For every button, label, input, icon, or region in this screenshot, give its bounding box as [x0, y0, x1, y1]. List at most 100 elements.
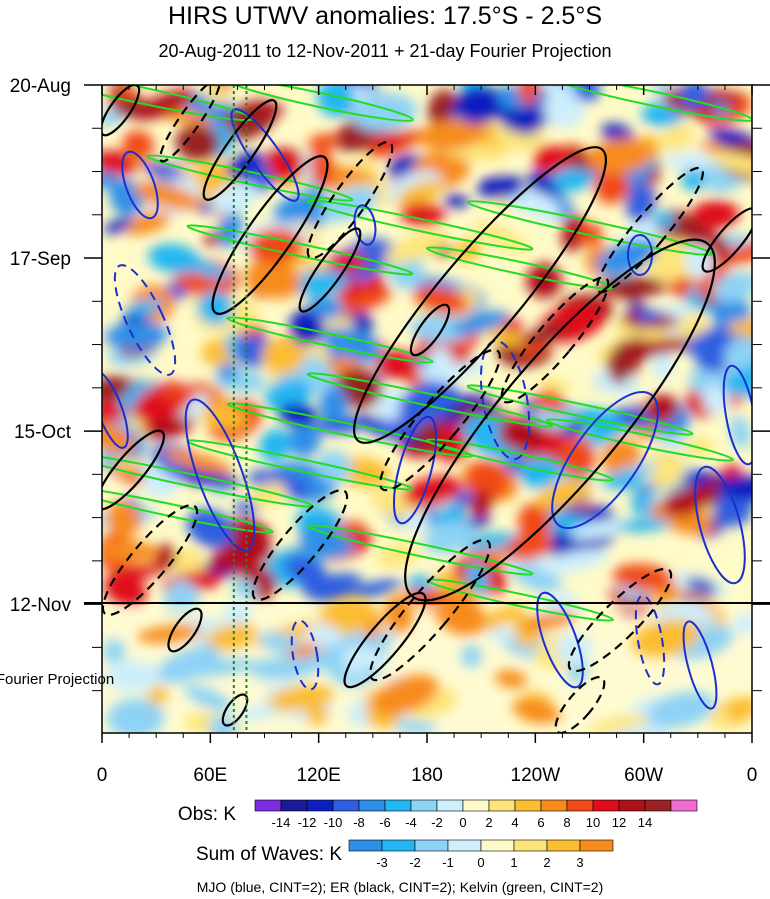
obs-colorbar-swatch	[592, 799, 620, 812]
er-contour	[251, 489, 349, 601]
mjo-contour	[682, 620, 718, 710]
anomaly-blob	[498, 109, 539, 135]
waves-colorbar-label: -1	[442, 855, 454, 870]
mjo-contour	[392, 415, 438, 525]
x-tick-label: 60W	[624, 765, 663, 786]
anomaly-blob	[184, 685, 232, 712]
obs-colorbar-title: Obs: K	[178, 804, 236, 825]
anomaly-blob	[587, 714, 652, 733]
projection-anomaly-field	[102, 590, 752, 733]
obs-colorbar-label: 2	[485, 815, 492, 830]
waves-colorbar-swatch	[546, 839, 581, 852]
mjo-contour	[290, 619, 320, 691]
anomaly-blob	[716, 475, 752, 501]
anomaly-blob	[712, 271, 752, 303]
anomaly-blob	[396, 180, 443, 207]
kelvin-contour	[146, 154, 354, 202]
mjo-contour	[551, 390, 659, 530]
obs-colorbar-swatch	[618, 799, 646, 812]
anomaly-blob	[102, 172, 122, 189]
anomaly-blob	[512, 564, 563, 593]
anomaly-blob	[647, 691, 716, 729]
kelvin-contour	[306, 524, 534, 576]
anomaly-blob	[102, 540, 160, 563]
anomaly-blob	[102, 639, 126, 663]
anomaly-blob	[443, 590, 477, 619]
er-contour	[202, 99, 278, 201]
anomaly-blob	[719, 363, 752, 390]
kelvin-contour	[546, 85, 752, 122]
anomaly-blob	[595, 239, 659, 275]
anomaly-blob	[102, 150, 139, 176]
anomaly-blob	[192, 643, 221, 676]
anomaly-blob	[679, 85, 709, 109]
anomaly-blob	[443, 194, 470, 208]
anomaly-blob	[625, 184, 655, 222]
waves-colorbar-label: 2	[543, 855, 550, 870]
er-contour	[159, 85, 221, 163]
kelvin-contour	[546, 418, 734, 462]
anomaly-blob	[107, 698, 165, 733]
anomaly-blob	[186, 508, 235, 549]
obs-colorbar-label: -2	[431, 815, 443, 830]
kelvin-contour	[226, 85, 414, 122]
anomaly-blob	[511, 699, 561, 724]
waves-colorbar-label: -2	[409, 855, 421, 870]
waves-colorbar-swatch	[447, 839, 482, 852]
anomaly-blob	[517, 502, 552, 541]
obs-colorbar-label: -14	[272, 815, 291, 830]
obs-colorbar-swatch	[540, 799, 568, 812]
er-contour	[211, 155, 329, 315]
anomaly-blob	[102, 421, 136, 454]
anomaly-blob	[660, 125, 695, 151]
obs-colorbar-swatch	[566, 799, 594, 812]
anomaly-blob	[498, 418, 544, 452]
x-tick-label: 0	[747, 765, 758, 786]
obs-colorbar-label: 0	[459, 815, 466, 830]
anomaly-blob	[551, 167, 593, 192]
kelvin-contour	[426, 578, 614, 622]
anomaly-blob	[541, 548, 609, 574]
obs-colorbar-swatch	[410, 799, 438, 812]
anomaly-blob	[423, 521, 476, 554]
anomaly-blob	[113, 85, 138, 101]
anomaly-blob	[127, 298, 163, 316]
er-contour	[221, 693, 249, 727]
obs-colorbar-label: -12	[298, 815, 317, 830]
waves-colorbar-swatch	[414, 839, 449, 852]
er-contour	[500, 276, 610, 404]
anomaly-blob	[284, 554, 327, 586]
anomaly-blob	[343, 579, 402, 600]
anomaly-blob	[690, 200, 740, 230]
mjo-contour	[121, 150, 159, 220]
kelvin-contour	[466, 384, 694, 436]
obs-colorbar-label: 10	[586, 815, 600, 830]
anomaly-blob	[340, 288, 393, 315]
anomaly-blob	[506, 532, 553, 562]
anomaly-blob	[558, 436, 596, 477]
mjo-contour	[184, 398, 256, 552]
obs-colorbar-label: -8	[353, 815, 365, 830]
anomaly-blob	[520, 340, 549, 356]
kelvin-contour	[426, 438, 614, 482]
anomaly-blob	[350, 92, 418, 132]
anomaly-blob	[631, 618, 700, 658]
anomaly-blob	[148, 243, 201, 274]
anomaly-blob	[136, 624, 202, 644]
obs-colorbar-label: -10	[324, 815, 343, 830]
anomaly-blob	[106, 500, 141, 538]
anomaly-blob	[277, 402, 318, 427]
obs-colorbar-label: 14	[638, 815, 652, 830]
anomaly-blob	[371, 419, 419, 439]
kelvin-contour	[466, 200, 714, 256]
anomaly-blob	[299, 523, 354, 559]
waves-colorbar-swatch	[348, 839, 383, 852]
mjo-contour	[113, 264, 177, 376]
anomaly-blob	[104, 660, 160, 692]
anomaly-blob	[586, 138, 654, 175]
obs-colorbar-swatch	[436, 799, 464, 812]
er-contours	[102, 85, 752, 733]
anomaly-blob	[231, 579, 258, 599]
y-tick-label: 20-Aug	[10, 76, 71, 97]
waves-colorbar-label: 1	[510, 855, 517, 870]
